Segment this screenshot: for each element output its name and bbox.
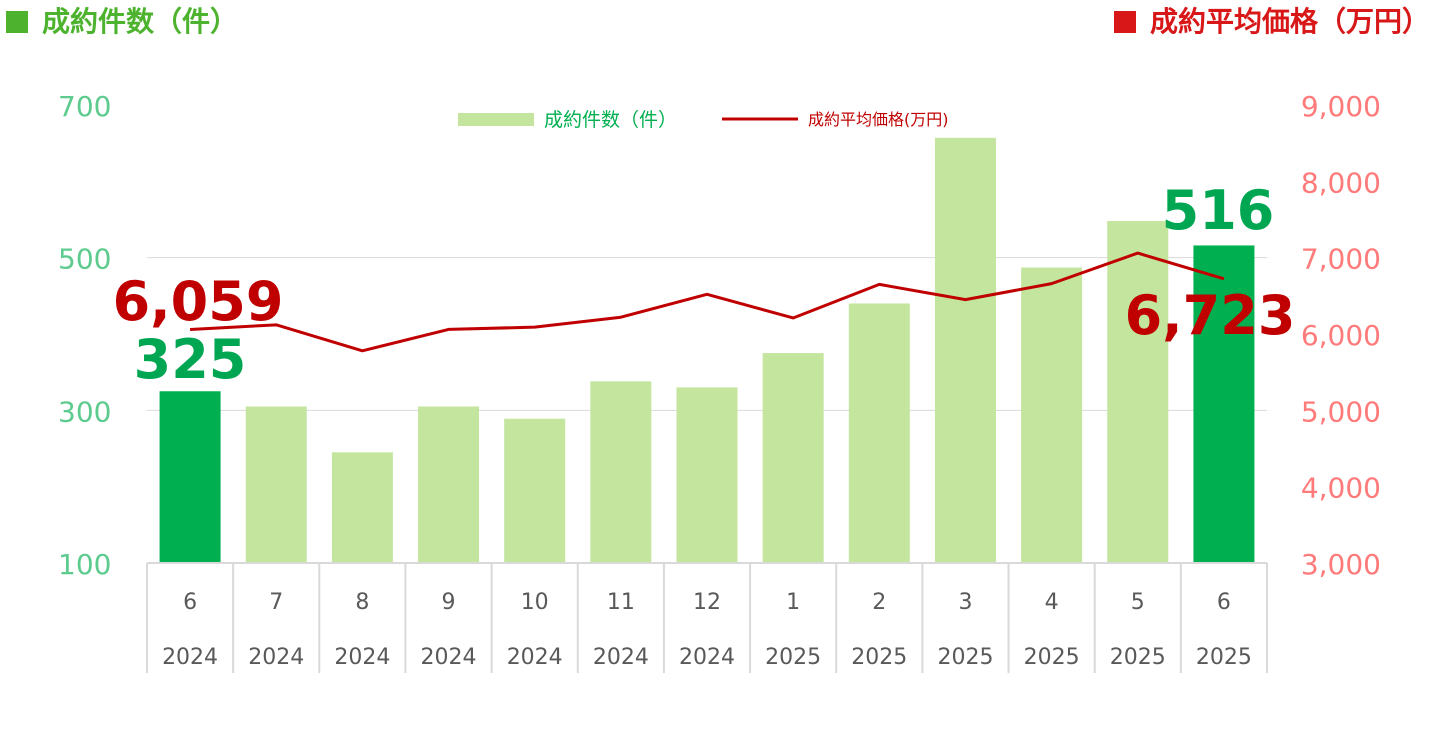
green-square-icon	[6, 11, 28, 33]
bar	[1193, 245, 1255, 563]
left-axis-header-text: 成約件数（件）	[42, 5, 239, 38]
right-axis-tick: 9,000	[1301, 90, 1381, 123]
right-axis-tick: 3,000	[1301, 548, 1381, 581]
x-tick-year: 2025	[1024, 645, 1080, 670]
bar	[159, 391, 221, 563]
left-axis-tick: 500	[58, 243, 111, 276]
x-tick-year: 2025	[765, 645, 821, 670]
x-tick-month: 5	[1131, 590, 1145, 615]
bar	[590, 381, 652, 563]
last-count-label: 516	[1162, 179, 1275, 242]
x-tick-year: 2025	[937, 645, 993, 670]
legend-bar-label: 成約件数（件）	[544, 109, 677, 131]
x-tick-year: 2025	[1110, 645, 1166, 670]
bar	[762, 353, 824, 563]
x-tick-year: 2024	[421, 645, 477, 670]
x-tick-year: 2024	[162, 645, 218, 670]
x-tick-month: 12	[693, 590, 721, 615]
x-tick-month: 2	[872, 590, 886, 615]
x-tick-month: 4	[1045, 590, 1059, 615]
x-tick-month: 8	[355, 590, 369, 615]
x-tick-month: 3	[958, 590, 972, 615]
right-axis-tick: 6,000	[1301, 319, 1381, 352]
bar	[331, 452, 393, 563]
bar	[418, 406, 480, 563]
left-axis-tick: 300	[58, 395, 111, 428]
x-tick-month: 1	[786, 590, 800, 615]
x-tick-month: 7	[269, 590, 283, 615]
x-tick-year: 2024	[334, 645, 390, 670]
x-tick-year: 2025	[851, 645, 907, 670]
x-tick-year: 2024	[248, 645, 304, 670]
right-axis-tick: 8,000	[1301, 166, 1381, 199]
axes: 700 500 300 100 9,000 8,000 7,000 6,000 5,000 4,0…	[58, 90, 1381, 673]
x-tick-year: 2024	[593, 645, 649, 670]
left-axis-header: 成約件数（件）	[6, 4, 238, 40]
bar	[934, 137, 996, 563]
bar	[676, 387, 738, 563]
x-tick-year: 2024	[507, 645, 563, 670]
right-axis-tick: 7,000	[1301, 243, 1381, 276]
x-tick-year: 2025	[1196, 645, 1252, 670]
right-axis-header: 成約平均価格（万円）	[1113, 4, 1430, 40]
last-price-label: 6,723	[1125, 284, 1296, 347]
x-tick-month: 9	[442, 590, 456, 615]
left-axis-tick: 700	[58, 90, 111, 123]
first-price-label: 6,059	[113, 270, 284, 333]
right-axis-tick: 4,000	[1301, 472, 1381, 505]
left-axis-tick: 100	[58, 548, 111, 581]
x-tick-month: 6	[1217, 590, 1231, 615]
price-line-layer	[189, 251, 1225, 353]
right-axis-tick: 5,000	[1301, 395, 1381, 428]
bar	[1021, 267, 1083, 563]
price-line	[189, 251, 1225, 353]
right-axis-header-text: 成約平均価格（万円）	[1149, 5, 1430, 38]
x-tick-month: 11	[607, 590, 635, 615]
bars	[159, 137, 1255, 563]
legend: 成約件数（件） 成約平均価格(万円)	[458, 109, 949, 131]
bar	[504, 418, 566, 563]
x-tick-month: 10	[521, 590, 549, 615]
bar	[245, 406, 307, 563]
bar	[1107, 221, 1169, 563]
red-square-icon	[1113, 11, 1136, 33]
first-count-label: 325	[134, 328, 247, 391]
legend-line-label: 成約平均価格(万円)	[808, 110, 949, 129]
x-tick-month: 6	[183, 590, 197, 615]
legend-bar-swatch	[458, 113, 534, 126]
x-tick-year: 2024	[679, 645, 735, 670]
bar	[848, 303, 910, 563]
